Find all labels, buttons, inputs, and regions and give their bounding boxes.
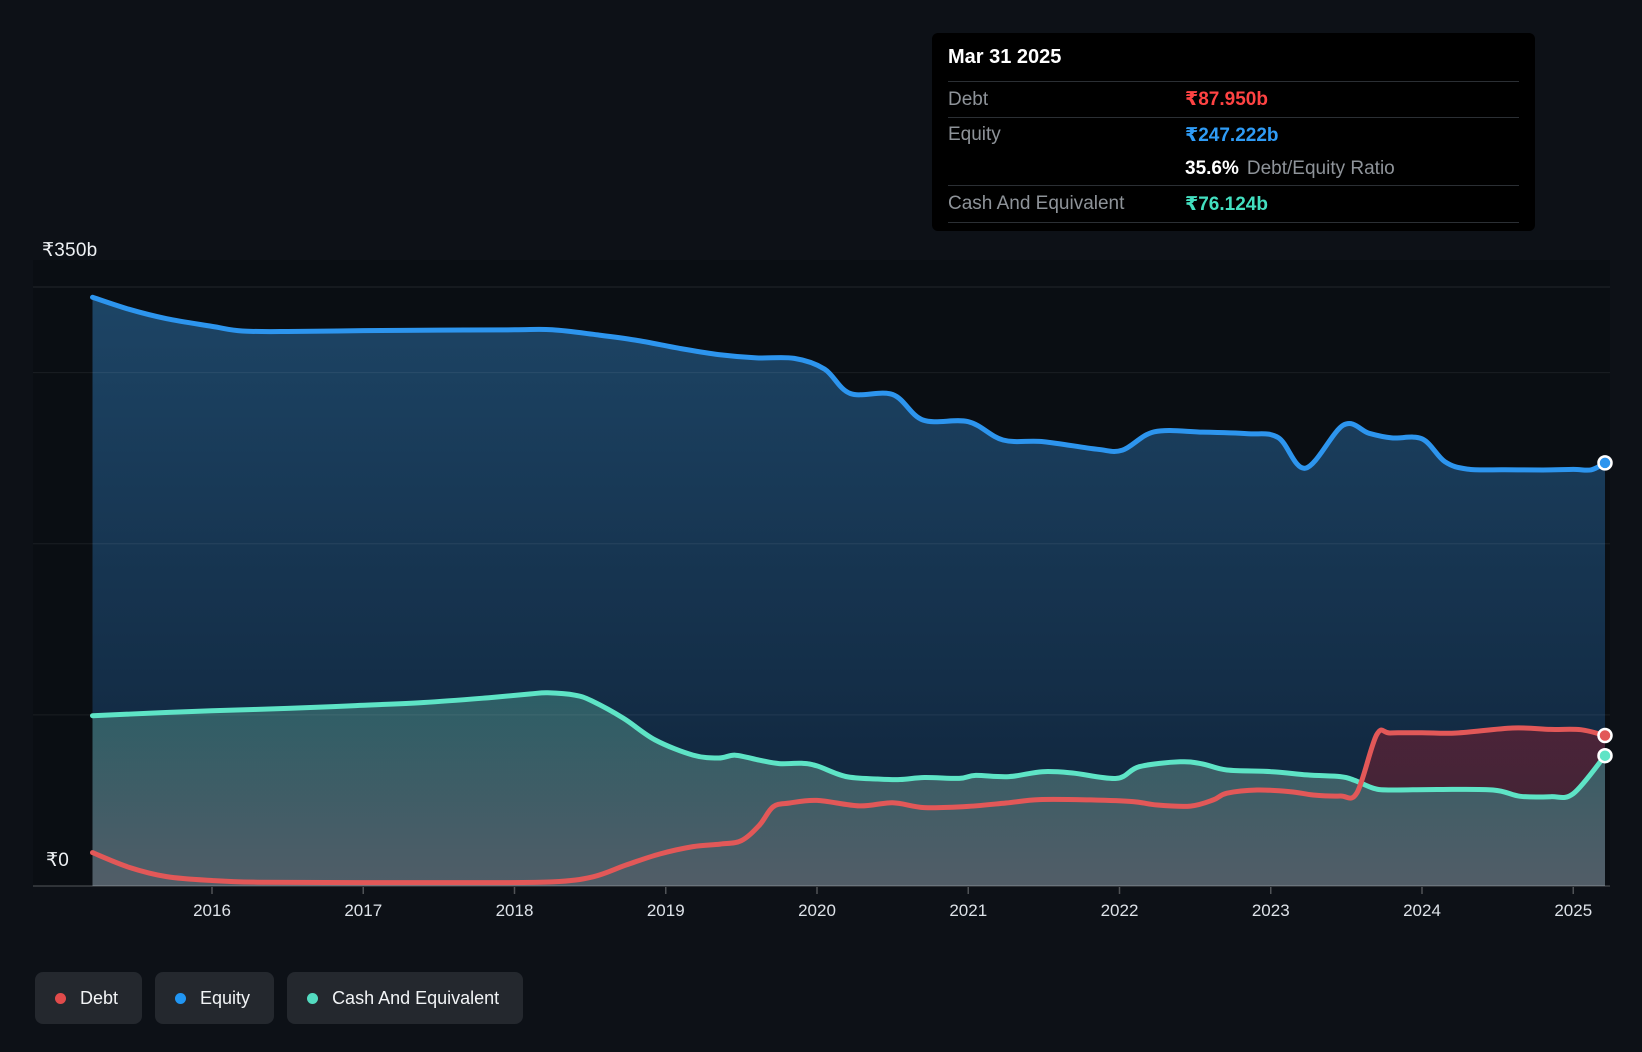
legend-equity-label: Equity (200, 987, 251, 1008)
x-axis-year-label: 2021 (949, 901, 988, 920)
x-axis-year-label: 2017 (344, 901, 383, 920)
x-axis-ticks (211, 887, 1574, 894)
tooltip-cash-value: ₹76.124b (1185, 193, 1268, 215)
tooltip-row-debt: Debt ₹87.950b (948, 82, 1519, 118)
chart-tooltip: Mar 31 2025 Debt ₹87.950b Equity ₹247.22… (932, 33, 1535, 231)
tooltip-date: Mar 31 2025 (948, 33, 1519, 82)
x-axis-year-label: 2025 (1554, 901, 1593, 920)
equity-dot-icon (175, 992, 187, 1004)
x-axis-year-label: 2020 (798, 901, 836, 920)
y-axis-label-350b: ₹350b (42, 240, 98, 261)
y-axis-label-0: ₹0 (46, 850, 70, 871)
tooltip-row-ratio: 35.6% Debt/Equity Ratio (948, 152, 1519, 186)
x-axis-year-label: 2023 (1251, 901, 1290, 920)
x-axis-year-label: 2024 (1403, 901, 1441, 920)
tooltip-cash-label: Cash And Equivalent (948, 193, 1125, 214)
cash-dot-icon (307, 992, 319, 1004)
debt-end-dot (1597, 727, 1613, 744)
cash-end-dot (1597, 747, 1613, 764)
series-end-dots (1597, 455, 1613, 764)
tooltip-debt-value: ₹87.950b (1185, 89, 1268, 110)
chart-legend: Debt Equity Cash And Equivalent (35, 972, 524, 1024)
x-axis-year-label: 2022 (1100, 901, 1139, 920)
x-axis-year-label: 2016 (193, 901, 231, 920)
tooltip-equity-value: ₹247.222b (1185, 124, 1279, 146)
tooltip-ratio-value: 35.6% (1185, 157, 1239, 179)
legend-debt-label: Debt (80, 987, 119, 1008)
x-axis-year-label: 2018 (495, 901, 534, 920)
legend-item-cash[interactable]: Cash And Equivalent (287, 972, 524, 1024)
debt-line (90, 725, 1608, 886)
tooltip-row-equity: Equity ₹247.222b (948, 118, 1519, 152)
legend-cash-label: Cash And Equivalent (332, 987, 500, 1008)
legend-item-equity[interactable]: Equity (155, 972, 275, 1024)
equity-line (90, 294, 1608, 473)
y-gridlines (33, 286, 1610, 716)
cash-area (92, 692, 1605, 886)
legend-item-debt[interactable]: Debt (35, 972, 143, 1024)
x-axis-year-label: 2019 (646, 901, 685, 920)
tooltip-equity-label: Equity (948, 124, 1001, 145)
tooltip-debt-label: Debt (948, 88, 989, 110)
tooltip-row-cash: Cash And Equivalent ₹76.124b (948, 186, 1519, 223)
equity-end-dot (1597, 455, 1613, 471)
tooltip-ratio-label: Debt/Equity Ratio (1246, 157, 1395, 179)
debt-dot-icon (55, 992, 66, 1004)
